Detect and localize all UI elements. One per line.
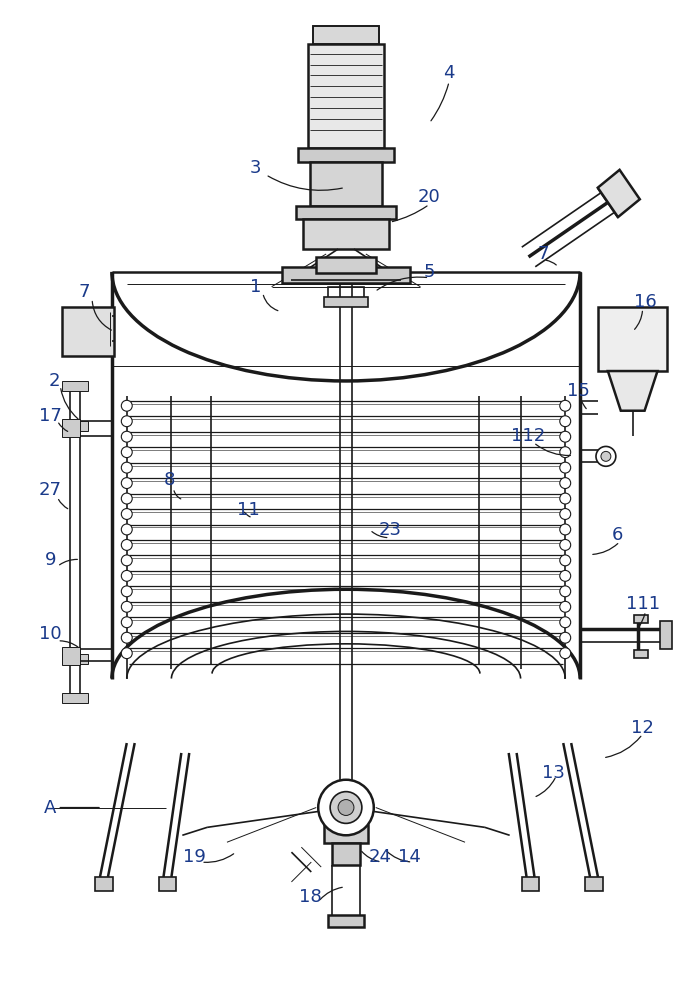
Circle shape xyxy=(318,780,374,835)
Bar xyxy=(634,615,648,623)
Bar xyxy=(158,877,176,891)
Circle shape xyxy=(121,555,132,566)
Text: 20: 20 xyxy=(418,188,441,206)
Circle shape xyxy=(338,800,354,815)
Polygon shape xyxy=(608,371,657,411)
Text: 4: 4 xyxy=(444,64,455,82)
Circle shape xyxy=(560,416,571,427)
Circle shape xyxy=(560,617,571,628)
Circle shape xyxy=(560,493,571,504)
Polygon shape xyxy=(598,170,640,217)
Text: 18: 18 xyxy=(299,888,322,906)
Bar xyxy=(324,297,368,307)
Circle shape xyxy=(560,586,571,597)
Text: 5: 5 xyxy=(424,263,435,281)
Text: 14: 14 xyxy=(398,848,421,866)
Bar xyxy=(62,419,80,437)
Bar xyxy=(282,267,410,283)
Text: 12: 12 xyxy=(631,719,654,737)
Bar xyxy=(328,915,364,927)
Circle shape xyxy=(330,792,362,823)
Bar xyxy=(324,825,368,843)
Text: 112: 112 xyxy=(511,427,546,445)
Circle shape xyxy=(121,416,132,427)
Text: 24: 24 xyxy=(368,848,391,866)
Bar xyxy=(313,26,379,44)
Circle shape xyxy=(121,617,132,628)
Text: 8: 8 xyxy=(164,471,175,489)
Bar xyxy=(95,877,113,891)
Bar xyxy=(328,287,364,305)
Bar xyxy=(298,148,394,162)
Circle shape xyxy=(121,431,132,442)
Bar xyxy=(660,621,673,649)
Text: 2: 2 xyxy=(48,372,60,390)
Circle shape xyxy=(596,446,616,466)
Text: 6: 6 xyxy=(612,526,623,544)
Bar xyxy=(303,219,389,249)
Text: 10: 10 xyxy=(39,625,62,643)
Circle shape xyxy=(121,447,132,458)
Bar xyxy=(62,381,88,391)
Circle shape xyxy=(560,462,571,473)
Text: 23: 23 xyxy=(378,521,401,539)
Bar xyxy=(634,650,648,658)
Text: 9: 9 xyxy=(45,551,56,569)
Bar xyxy=(598,307,667,371)
Circle shape xyxy=(560,539,571,550)
Circle shape xyxy=(560,400,571,411)
Text: 1: 1 xyxy=(250,278,262,296)
Circle shape xyxy=(121,632,132,643)
Circle shape xyxy=(121,648,132,659)
Circle shape xyxy=(560,555,571,566)
Bar xyxy=(296,206,396,219)
Text: 11: 11 xyxy=(237,501,260,519)
Bar xyxy=(62,421,88,431)
Circle shape xyxy=(121,462,132,473)
Text: 15: 15 xyxy=(567,382,590,400)
Bar xyxy=(585,877,603,891)
Bar xyxy=(313,26,379,44)
Circle shape xyxy=(121,586,132,597)
Bar xyxy=(62,647,80,665)
Text: 27: 27 xyxy=(39,481,62,499)
Circle shape xyxy=(560,601,571,612)
Circle shape xyxy=(560,524,571,535)
Circle shape xyxy=(121,570,132,581)
Text: 13: 13 xyxy=(542,764,565,782)
Circle shape xyxy=(560,478,571,489)
Circle shape xyxy=(121,524,132,535)
Circle shape xyxy=(121,478,132,489)
Circle shape xyxy=(560,509,571,519)
Circle shape xyxy=(560,648,571,659)
Circle shape xyxy=(601,451,611,461)
Circle shape xyxy=(560,431,571,442)
Circle shape xyxy=(560,570,571,581)
Circle shape xyxy=(121,509,132,519)
Text: 19: 19 xyxy=(183,848,206,866)
Text: 17: 17 xyxy=(39,407,62,425)
Bar xyxy=(309,44,383,148)
Text: A: A xyxy=(44,799,57,817)
Circle shape xyxy=(121,539,132,550)
Bar xyxy=(62,654,88,664)
Text: 111: 111 xyxy=(626,595,659,613)
Text: 16: 16 xyxy=(634,293,657,311)
Text: 7: 7 xyxy=(78,283,90,301)
Circle shape xyxy=(560,632,571,643)
Circle shape xyxy=(560,447,571,458)
Circle shape xyxy=(121,493,132,504)
Circle shape xyxy=(121,601,132,612)
Circle shape xyxy=(121,400,132,411)
Bar xyxy=(62,693,88,703)
Text: 3: 3 xyxy=(250,159,262,177)
Bar xyxy=(316,257,376,273)
Bar xyxy=(522,877,540,891)
Bar xyxy=(62,307,114,356)
Bar xyxy=(310,162,382,206)
Text: 7: 7 xyxy=(538,245,549,263)
Bar xyxy=(332,843,360,865)
